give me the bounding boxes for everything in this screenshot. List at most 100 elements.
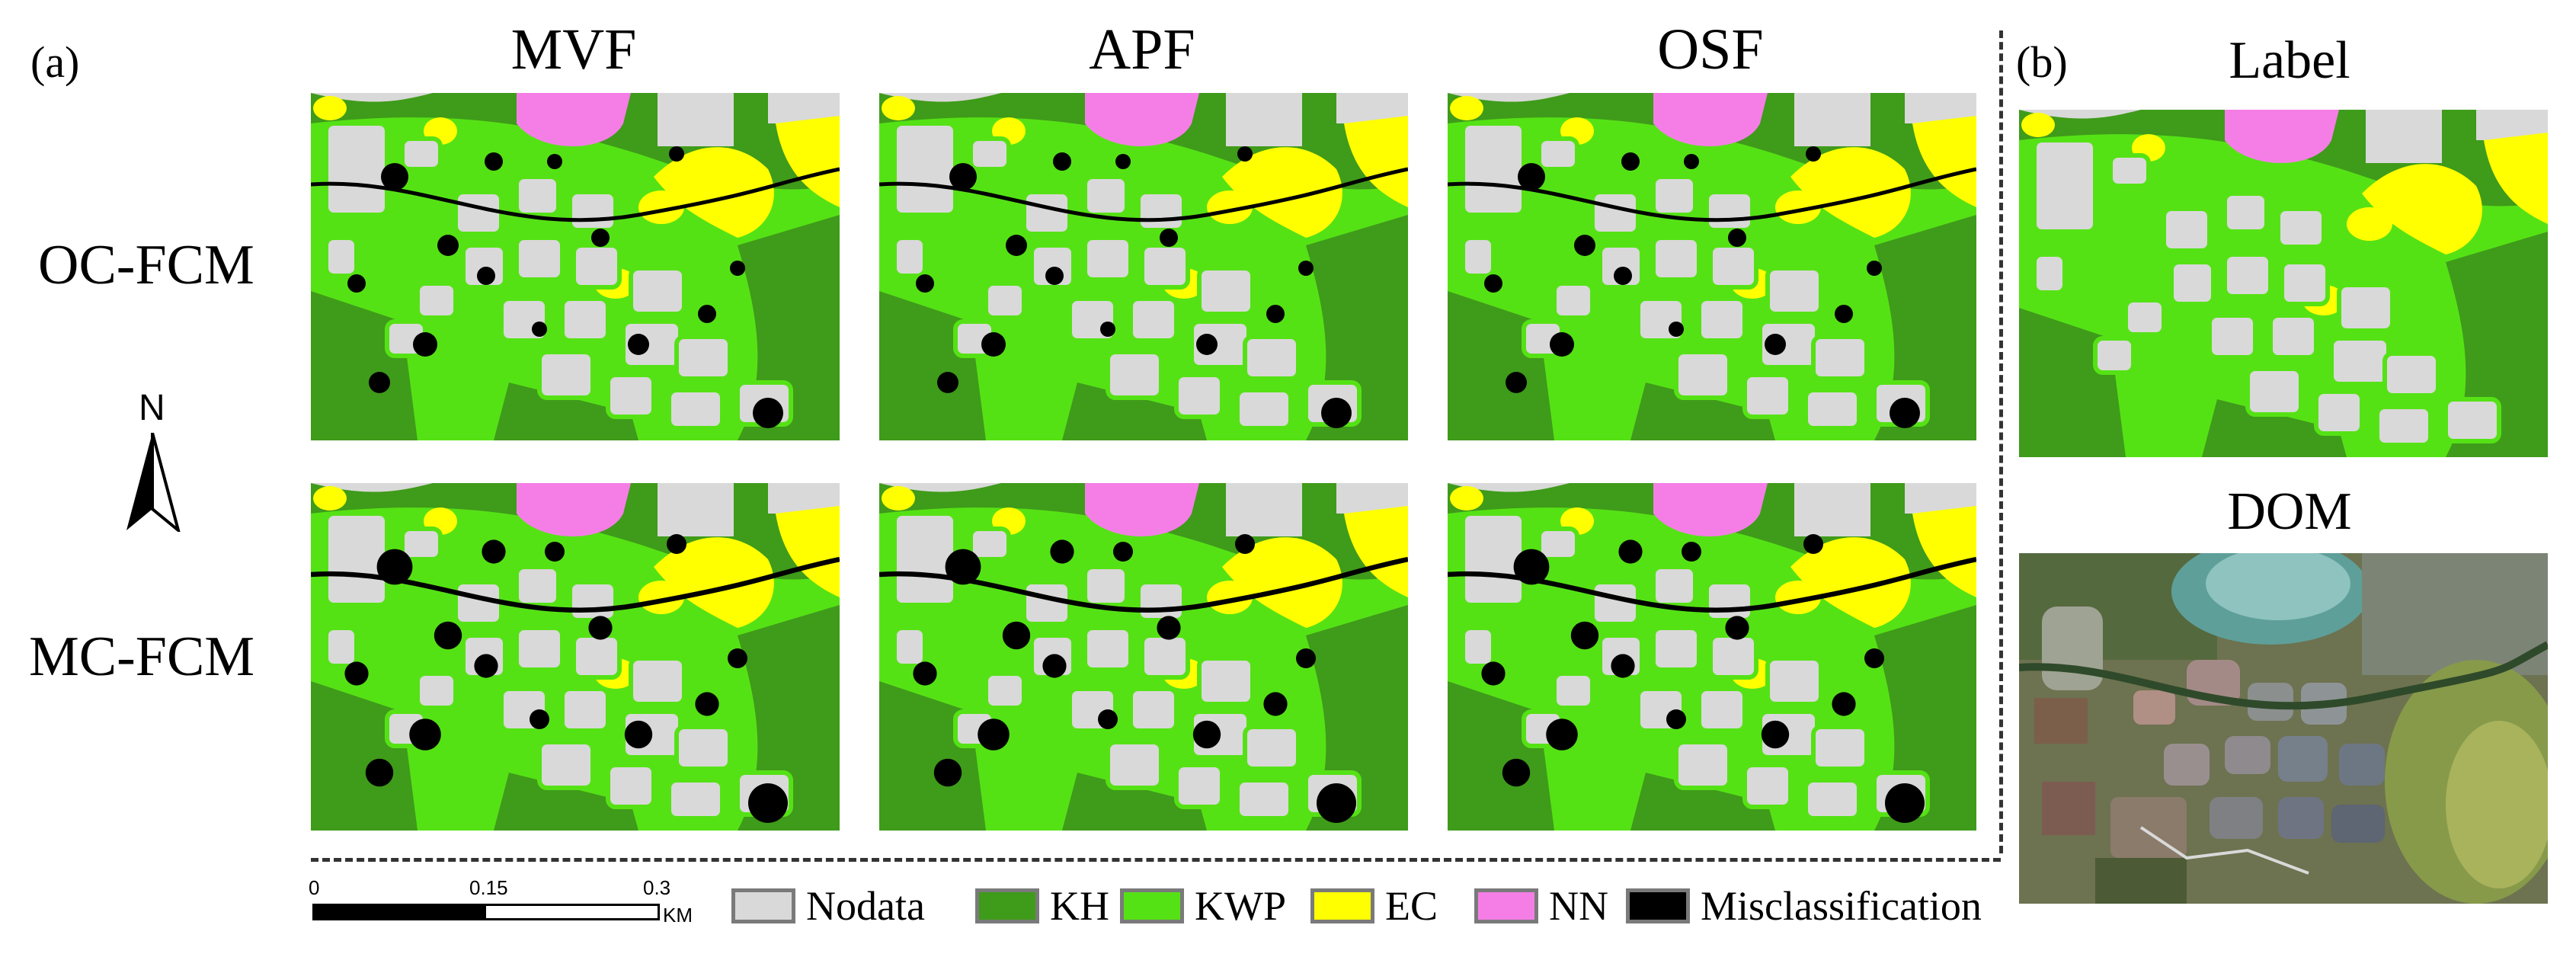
nodata-pond (2280, 260, 2330, 306)
nodata-top-left (1448, 93, 1570, 102)
dom-title: DOM (2227, 482, 2352, 541)
misclassification-patch (1666, 709, 1686, 729)
nn-region (517, 93, 631, 146)
nodata-pond (629, 656, 686, 706)
nodata-pond (892, 235, 927, 278)
column-title-apf: APF (1089, 18, 1195, 82)
nodata-top-mid (658, 483, 734, 536)
nodata-pond (1803, 778, 1861, 821)
ec-patch (1775, 190, 1821, 224)
ec-region-right (1790, 147, 1911, 238)
ec-region-right (1222, 147, 1342, 238)
nodata-pond (1811, 334, 1869, 381)
nodata-pond (560, 687, 610, 733)
north-arrow-icon (120, 432, 184, 535)
nodata-pond (514, 174, 561, 217)
nodata-pond (1243, 334, 1301, 381)
nodata-pond (1461, 235, 1496, 278)
nodata-pond (1461, 626, 1496, 668)
misclassification-patch (482, 539, 506, 564)
nodata-pond (892, 626, 927, 668)
nodata-pond (1674, 740, 1732, 790)
ec-patch (2347, 207, 2392, 241)
misclassification-patch (1321, 398, 1352, 428)
misclassification-patch (1192, 720, 1221, 749)
nodata-pond (667, 388, 725, 430)
legend-kh: KH (975, 879, 1109, 933)
nodata-pond (1174, 763, 1224, 809)
nodata-pond (324, 511, 389, 607)
misclassification-patch (1550, 332, 1574, 357)
ec-region-far (1912, 506, 1976, 597)
misclassification-patch (1574, 235, 1595, 256)
nodata-pond (1128, 687, 1179, 733)
nodata-pond (1704, 190, 1755, 232)
kh-region-bottom (2202, 399, 2347, 457)
scale-bar (312, 904, 660, 920)
misclassification-patch (1317, 783, 1356, 823)
dom-aerial-image (2019, 553, 2548, 904)
nodata-pond (606, 373, 656, 419)
nodata-pond (1708, 633, 1758, 680)
kh-region-bottom (1062, 382, 1207, 440)
nodata-top-left (311, 93, 433, 102)
nodata-pond (514, 235, 565, 282)
scale-tick-03: 0.3 (643, 876, 671, 899)
misclassification-patch (695, 692, 719, 716)
nn-region (1085, 483, 1199, 536)
nodata-pond (1742, 373, 1793, 419)
ec-patch (1450, 96, 1483, 120)
nodata-pond (415, 671, 458, 710)
misclassification-patch (624, 720, 653, 749)
nodata-pond (415, 281, 458, 320)
misclassification-patch (1263, 692, 1288, 716)
north-label: N (139, 388, 165, 428)
nodata-pond (1136, 580, 1186, 623)
nodata-pond (1697, 687, 1747, 733)
nodata-pond (568, 580, 618, 623)
nodata-pond (1708, 243, 1758, 290)
ec-region-far (2484, 133, 2548, 224)
ec-region-far (1912, 116, 1976, 207)
misclassification-patch (698, 305, 716, 323)
misclassification-patch (347, 274, 366, 293)
misclassification-patch (1614, 267, 1632, 285)
nodata-top-mid (658, 93, 734, 146)
misclassification-patch (344, 661, 369, 686)
misclassification-patch (916, 274, 934, 293)
nodata-pond (968, 527, 1011, 562)
ec-patch (882, 486, 915, 511)
nodata-pond (1022, 190, 1072, 236)
nodata-top-left (2019, 110, 2141, 119)
nodata-pond (537, 350, 595, 400)
nodata-pond (1697, 296, 1747, 343)
nodata-pond (571, 633, 622, 680)
nodata-top-mid (1226, 483, 1302, 536)
nodata-pond (1704, 580, 1755, 623)
ec-region-far (776, 116, 840, 207)
nodata-pond (1128, 296, 1179, 343)
misclassification-patch (547, 154, 562, 169)
nodata-pond (1106, 350, 1163, 400)
nn-region (517, 483, 631, 536)
nodata-pond (2222, 191, 2269, 234)
misclassification-patch (1157, 616, 1181, 640)
misclassification-patch (413, 332, 437, 357)
ec-region-far (1344, 506, 1408, 597)
nodata-pond (2169, 260, 2216, 306)
misclassification-patch (1761, 720, 1790, 749)
dom-svg (2019, 553, 2548, 904)
nodata-pond (514, 565, 561, 607)
nodata-pond (1651, 174, 1698, 217)
row-title-mc-fcm: MC-FCM (29, 626, 255, 688)
nodata-pond (1765, 656, 1823, 706)
legend-swatch (1626, 888, 1690, 923)
nodata-top-left (311, 483, 433, 492)
legend-swatch (1474, 888, 1538, 923)
misclassification-patch (1611, 654, 1635, 678)
misclassification-patch (913, 661, 937, 686)
legend-swatch (1310, 888, 1374, 923)
scale-tick-0: 0 (309, 876, 320, 899)
nodata-pond (1765, 266, 1823, 316)
map-svg (1448, 483, 1976, 831)
